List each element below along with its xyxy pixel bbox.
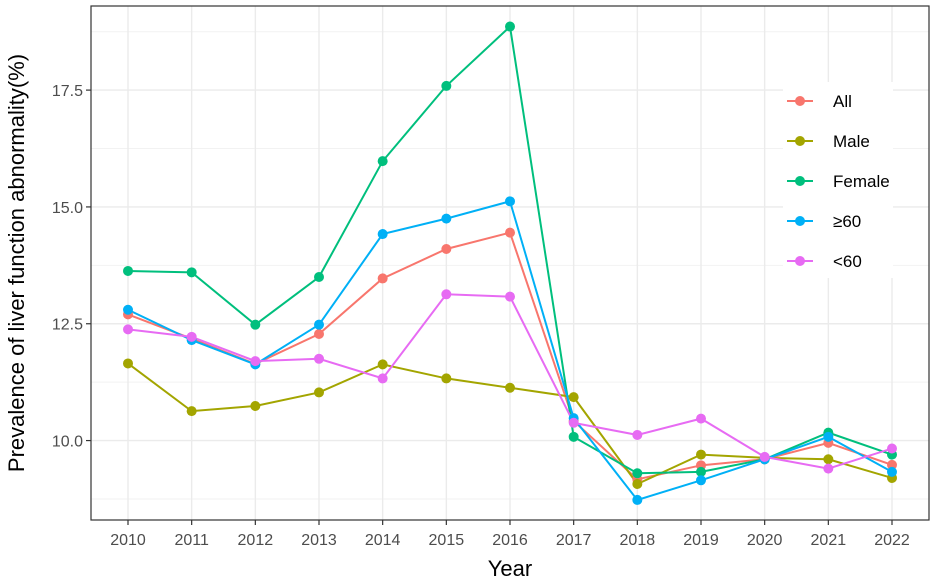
legend-key-point bbox=[795, 136, 805, 146]
data-point bbox=[314, 353, 324, 364]
x-tick-label: 2016 bbox=[492, 532, 528, 549]
data-point bbox=[696, 466, 706, 477]
data-point bbox=[186, 267, 197, 278]
x-tick-label: 2013 bbox=[301, 532, 337, 549]
y-tick-label: 12.5 bbox=[52, 317, 83, 334]
y-axis-title: Prevalence of liver function abnormality… bbox=[4, 54, 29, 472]
x-tick-label: 2014 bbox=[365, 532, 401, 549]
y-tick-label: 15.0 bbox=[52, 200, 83, 217]
data-point bbox=[505, 21, 515, 32]
data-point bbox=[568, 417, 579, 428]
data-point bbox=[441, 80, 452, 91]
x-tick-label: 2015 bbox=[429, 532, 465, 549]
data-point bbox=[377, 373, 388, 384]
legend-label: All bbox=[833, 92, 852, 111]
data-point bbox=[568, 392, 579, 403]
data-point bbox=[377, 229, 388, 240]
data-point bbox=[250, 356, 261, 367]
legend-key-point bbox=[795, 256, 805, 266]
legend-key-point bbox=[795, 96, 805, 106]
data-point bbox=[377, 273, 388, 284]
data-point bbox=[887, 459, 897, 470]
data-point bbox=[696, 449, 706, 460]
x-tick-label: 2018 bbox=[620, 532, 656, 549]
legend-label: <60 bbox=[833, 252, 862, 271]
x-tick-label: 2021 bbox=[811, 532, 847, 549]
x-axis: 2010 2011 2012 2013 2014 2015 2016 2017 2018 2019… bbox=[110, 520, 910, 549]
x-tick-label: 2022 bbox=[874, 532, 910, 549]
data-point bbox=[823, 454, 834, 465]
data-point bbox=[441, 213, 452, 224]
data-point bbox=[441, 243, 452, 254]
data-point bbox=[505, 291, 515, 302]
legend: All Male Female ≥60 <60 bbox=[783, 82, 893, 278]
data-point bbox=[632, 429, 643, 440]
data-point bbox=[314, 272, 324, 283]
data-point bbox=[250, 400, 261, 411]
data-point bbox=[123, 265, 133, 276]
data-point bbox=[441, 373, 452, 384]
data-point bbox=[186, 406, 197, 417]
data-point bbox=[505, 227, 515, 238]
x-tick-label: 2019 bbox=[683, 532, 719, 549]
data-point bbox=[123, 358, 133, 369]
data-point bbox=[823, 431, 834, 442]
data-point bbox=[823, 463, 834, 474]
data-point bbox=[632, 468, 643, 479]
x-tick-label: 2017 bbox=[556, 532, 592, 549]
data-point bbox=[250, 319, 261, 330]
y-axis: 10.0 12.5 15.0 17.5 bbox=[52, 83, 91, 451]
data-point bbox=[632, 494, 643, 505]
data-point bbox=[632, 479, 643, 490]
data-point bbox=[314, 319, 324, 330]
data-point bbox=[505, 382, 515, 393]
data-point bbox=[887, 443, 897, 454]
data-point bbox=[759, 451, 770, 462]
data-point bbox=[377, 156, 388, 167]
data-point bbox=[505, 196, 515, 207]
data-point bbox=[441, 289, 452, 300]
data-point bbox=[314, 387, 324, 398]
y-tick-label: 10.0 bbox=[52, 434, 83, 451]
data-point bbox=[696, 475, 706, 486]
x-tick-label: 2010 bbox=[110, 532, 146, 549]
x-axis-title: Year bbox=[488, 556, 532, 581]
legend-label: Female bbox=[833, 172, 890, 191]
data-point bbox=[314, 329, 324, 340]
x-tick-label: 2011 bbox=[174, 532, 209, 549]
data-point bbox=[568, 431, 579, 442]
legend-key-point bbox=[795, 216, 805, 226]
x-tick-label: 2012 bbox=[238, 532, 274, 549]
y-tick-label: 17.5 bbox=[52, 83, 83, 100]
x-tick-label: 2020 bbox=[747, 532, 783, 549]
data-point bbox=[123, 324, 133, 335]
data-point bbox=[887, 466, 897, 477]
data-point bbox=[186, 331, 197, 342]
data-point bbox=[377, 359, 388, 370]
series-points bbox=[123, 21, 897, 505]
legend-label: Male bbox=[833, 132, 870, 151]
legend-key-point bbox=[795, 176, 805, 186]
data-point bbox=[696, 413, 706, 424]
data-point bbox=[123, 304, 133, 315]
legend-label: ≥60 bbox=[833, 212, 861, 231]
